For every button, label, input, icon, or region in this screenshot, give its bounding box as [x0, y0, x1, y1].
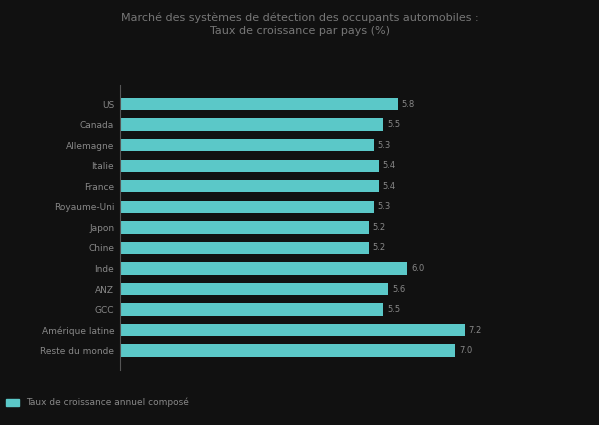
Bar	[120, 201, 374, 213]
Text: 5.4: 5.4	[382, 182, 395, 191]
Text: 5.2: 5.2	[373, 223, 386, 232]
Bar	[120, 262, 407, 275]
Text: 6.0: 6.0	[411, 264, 425, 273]
Bar	[120, 98, 398, 110]
Bar	[120, 242, 369, 254]
Text: 5.6: 5.6	[392, 284, 406, 294]
Bar	[120, 119, 383, 131]
Text: 5.3: 5.3	[377, 202, 391, 211]
Text: 5.5: 5.5	[387, 305, 400, 314]
Text: 5.8: 5.8	[401, 99, 415, 109]
Text: 5.2: 5.2	[373, 244, 386, 252]
Bar	[120, 345, 455, 357]
Bar	[120, 139, 374, 151]
Text: 7.0: 7.0	[459, 346, 473, 355]
Bar	[120, 180, 379, 193]
Bar	[120, 303, 383, 316]
Text: 7.2: 7.2	[468, 326, 482, 334]
Text: 5.3: 5.3	[377, 141, 391, 150]
Legend: Taux de croissance annuel composé: Taux de croissance annuel composé	[2, 394, 193, 411]
Text: Marché des systèmes de détection des occupants automobiles :
Taux de croissance : Marché des systèmes de détection des occ…	[120, 13, 479, 37]
Bar	[120, 283, 388, 295]
Bar	[120, 324, 465, 336]
Text: 5.4: 5.4	[382, 161, 395, 170]
Bar	[120, 221, 369, 234]
Text: 5.5: 5.5	[387, 120, 400, 129]
Bar	[120, 159, 379, 172]
